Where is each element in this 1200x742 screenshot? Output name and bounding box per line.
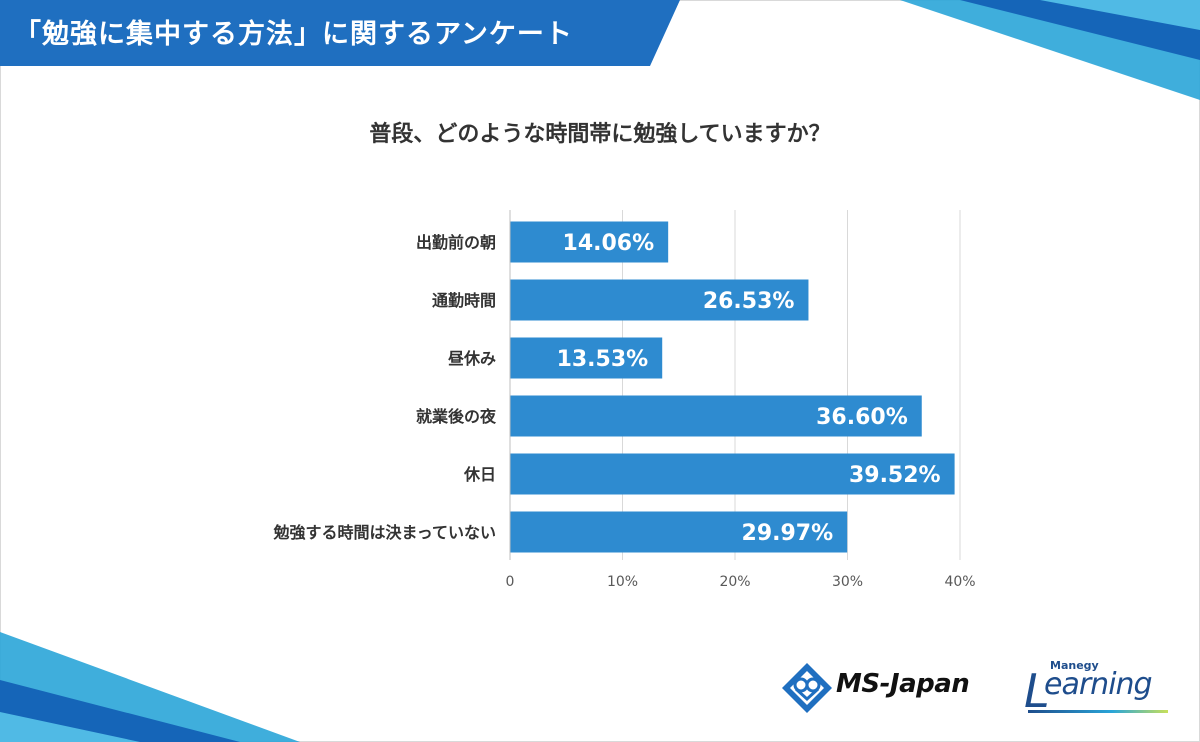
data-label: 14.06% xyxy=(563,231,655,256)
bar xyxy=(510,395,922,437)
category-label: 就業後の夜 xyxy=(416,407,497,426)
x-tick-label: 0 xyxy=(506,574,515,590)
ms-japan-logo: MS-Japan xyxy=(780,659,1000,719)
x-tick-label: 20% xyxy=(719,574,750,590)
category-label: 通勤時間 xyxy=(432,291,496,310)
category-label: 昼休み xyxy=(447,349,496,368)
bar xyxy=(510,453,955,495)
data-label: 39.52% xyxy=(849,463,941,488)
x-tick-label: 30% xyxy=(832,574,863,590)
manegy-learning-initial: L xyxy=(1024,664,1050,718)
data-label: 36.60% xyxy=(816,405,908,430)
bar xyxy=(510,221,669,263)
x-tick-label: 10% xyxy=(607,574,638,590)
bar xyxy=(510,511,848,553)
ms-japan-logo-text: MS-Japan xyxy=(836,669,970,699)
bar xyxy=(510,279,809,321)
logo-underline xyxy=(1028,710,1168,713)
header-banner: 「勉強に集中する方法」に関するアンケート xyxy=(0,0,680,66)
chart-title: 普段、どのような時間帯に勉強していますか？ xyxy=(369,122,831,147)
data-label: 29.97% xyxy=(742,521,834,546)
manegy-learning-l-mark: L xyxy=(1024,664,1050,718)
data-label: 26.53% xyxy=(703,289,795,314)
category-label: 休日 xyxy=(463,465,496,484)
category-label: 出勤前の朝 xyxy=(416,233,496,252)
banner-title: 「勉強に集中する方法」に関するアンケート xyxy=(14,19,573,50)
bar xyxy=(510,337,663,379)
x-tick-label: 40% xyxy=(944,574,975,590)
manegy-logo-label: Manegy xyxy=(1050,659,1099,672)
manegy-learning-logo: L Manegy earning xyxy=(1022,659,1172,719)
category-label: 勉強する時間は決まっていない xyxy=(272,523,496,542)
ms-japan-diamond-logo-icon xyxy=(782,663,832,713)
data-label: 13.53% xyxy=(557,347,649,372)
learning-logo-label: earning xyxy=(1044,667,1153,702)
